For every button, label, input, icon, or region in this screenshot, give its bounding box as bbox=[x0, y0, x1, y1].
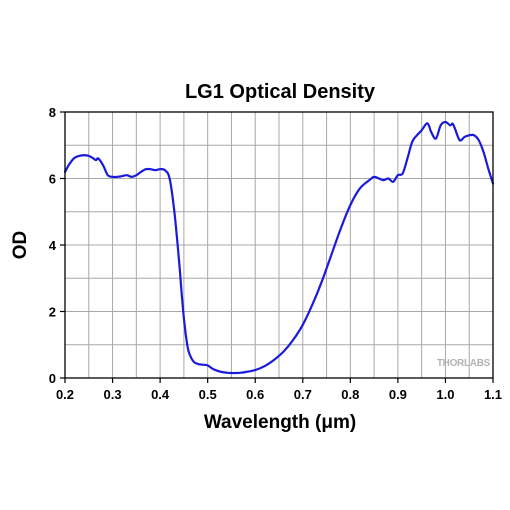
axis-ticks bbox=[60, 111, 494, 383]
y-tick-label: 0 bbox=[49, 371, 56, 386]
x-tick-label: 0.3 bbox=[104, 387, 122, 402]
y-tick-label: 8 bbox=[49, 105, 56, 120]
y-tick-label: 2 bbox=[49, 305, 56, 320]
x-tick-label: 0.7 bbox=[294, 387, 312, 402]
chart-title: LG1 Optical Density bbox=[185, 81, 376, 103]
x-tick-label: 0.6 bbox=[246, 387, 264, 402]
x-tick-label: 0.4 bbox=[151, 387, 170, 402]
x-tick-label: 0.2 bbox=[56, 387, 74, 402]
x-tick-label: 0.5 bbox=[199, 387, 217, 402]
x-tick-label: 1.1 bbox=[484, 387, 502, 402]
grid bbox=[65, 112, 493, 378]
y-tick-label: 6 bbox=[49, 172, 56, 187]
od-series-line bbox=[63, 120, 495, 375]
y-tick-label: 4 bbox=[49, 238, 57, 253]
tick-labels: 0.2 0.3 0.4 0.5 0.6 0.7 0.8 0.9 1.0 1.1 0 2 4 6 8 bbox=[49, 105, 502, 402]
x-axis-label: Wavelength (μm) bbox=[204, 412, 356, 433]
series-layer bbox=[63, 120, 495, 375]
y-axis-label: OD bbox=[10, 231, 31, 260]
thorlabs-watermark: THORLABS bbox=[437, 358, 491, 369]
x-tick-label: 0.8 bbox=[341, 387, 359, 402]
x-tick-label: 0.9 bbox=[389, 387, 407, 402]
x-tick-label: 1.0 bbox=[436, 387, 454, 402]
